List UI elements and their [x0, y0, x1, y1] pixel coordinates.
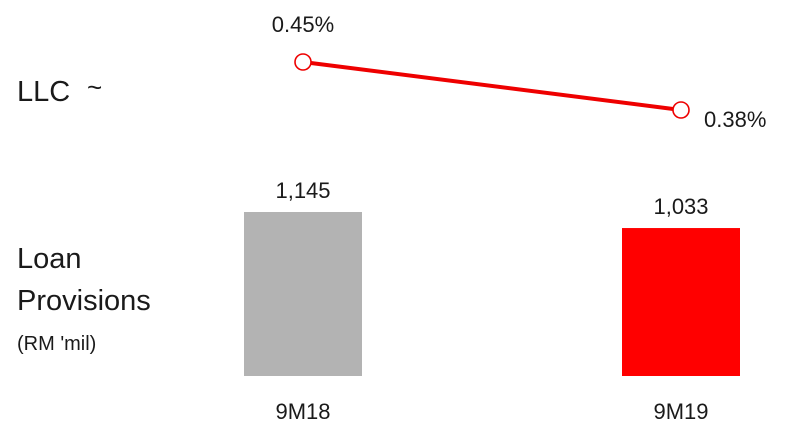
llc-series-line [302, 60, 682, 112]
llc-value-label-9m19: 0.38% [704, 107, 766, 132]
loan-provisions-value-label-9m19: 1,033 [653, 194, 708, 219]
llc-tilde-marker: ~ [87, 72, 103, 102]
loan-provisions-label-line1: Loan [17, 243, 82, 275]
llc-row-label: LLC [17, 76, 71, 108]
llc-point-9m18 [294, 53, 312, 71]
loan-provisions-label-line2: Provisions [17, 285, 151, 317]
category-label-9m19: 9M19 [653, 399, 708, 424]
loan-provisions-value-label-9m18: 1,145 [275, 178, 330, 203]
loan-provisions-bar-9m18 [244, 212, 362, 376]
llc-value-label-9m18: 0.45% [272, 12, 334, 37]
llc-point-9m19 [672, 101, 690, 119]
category-label-9m18: 9M18 [275, 399, 330, 424]
loan-provisions-bar-9m19 [622, 228, 740, 376]
loan-provisions-unit-label: (RM 'mil) [17, 333, 97, 355]
